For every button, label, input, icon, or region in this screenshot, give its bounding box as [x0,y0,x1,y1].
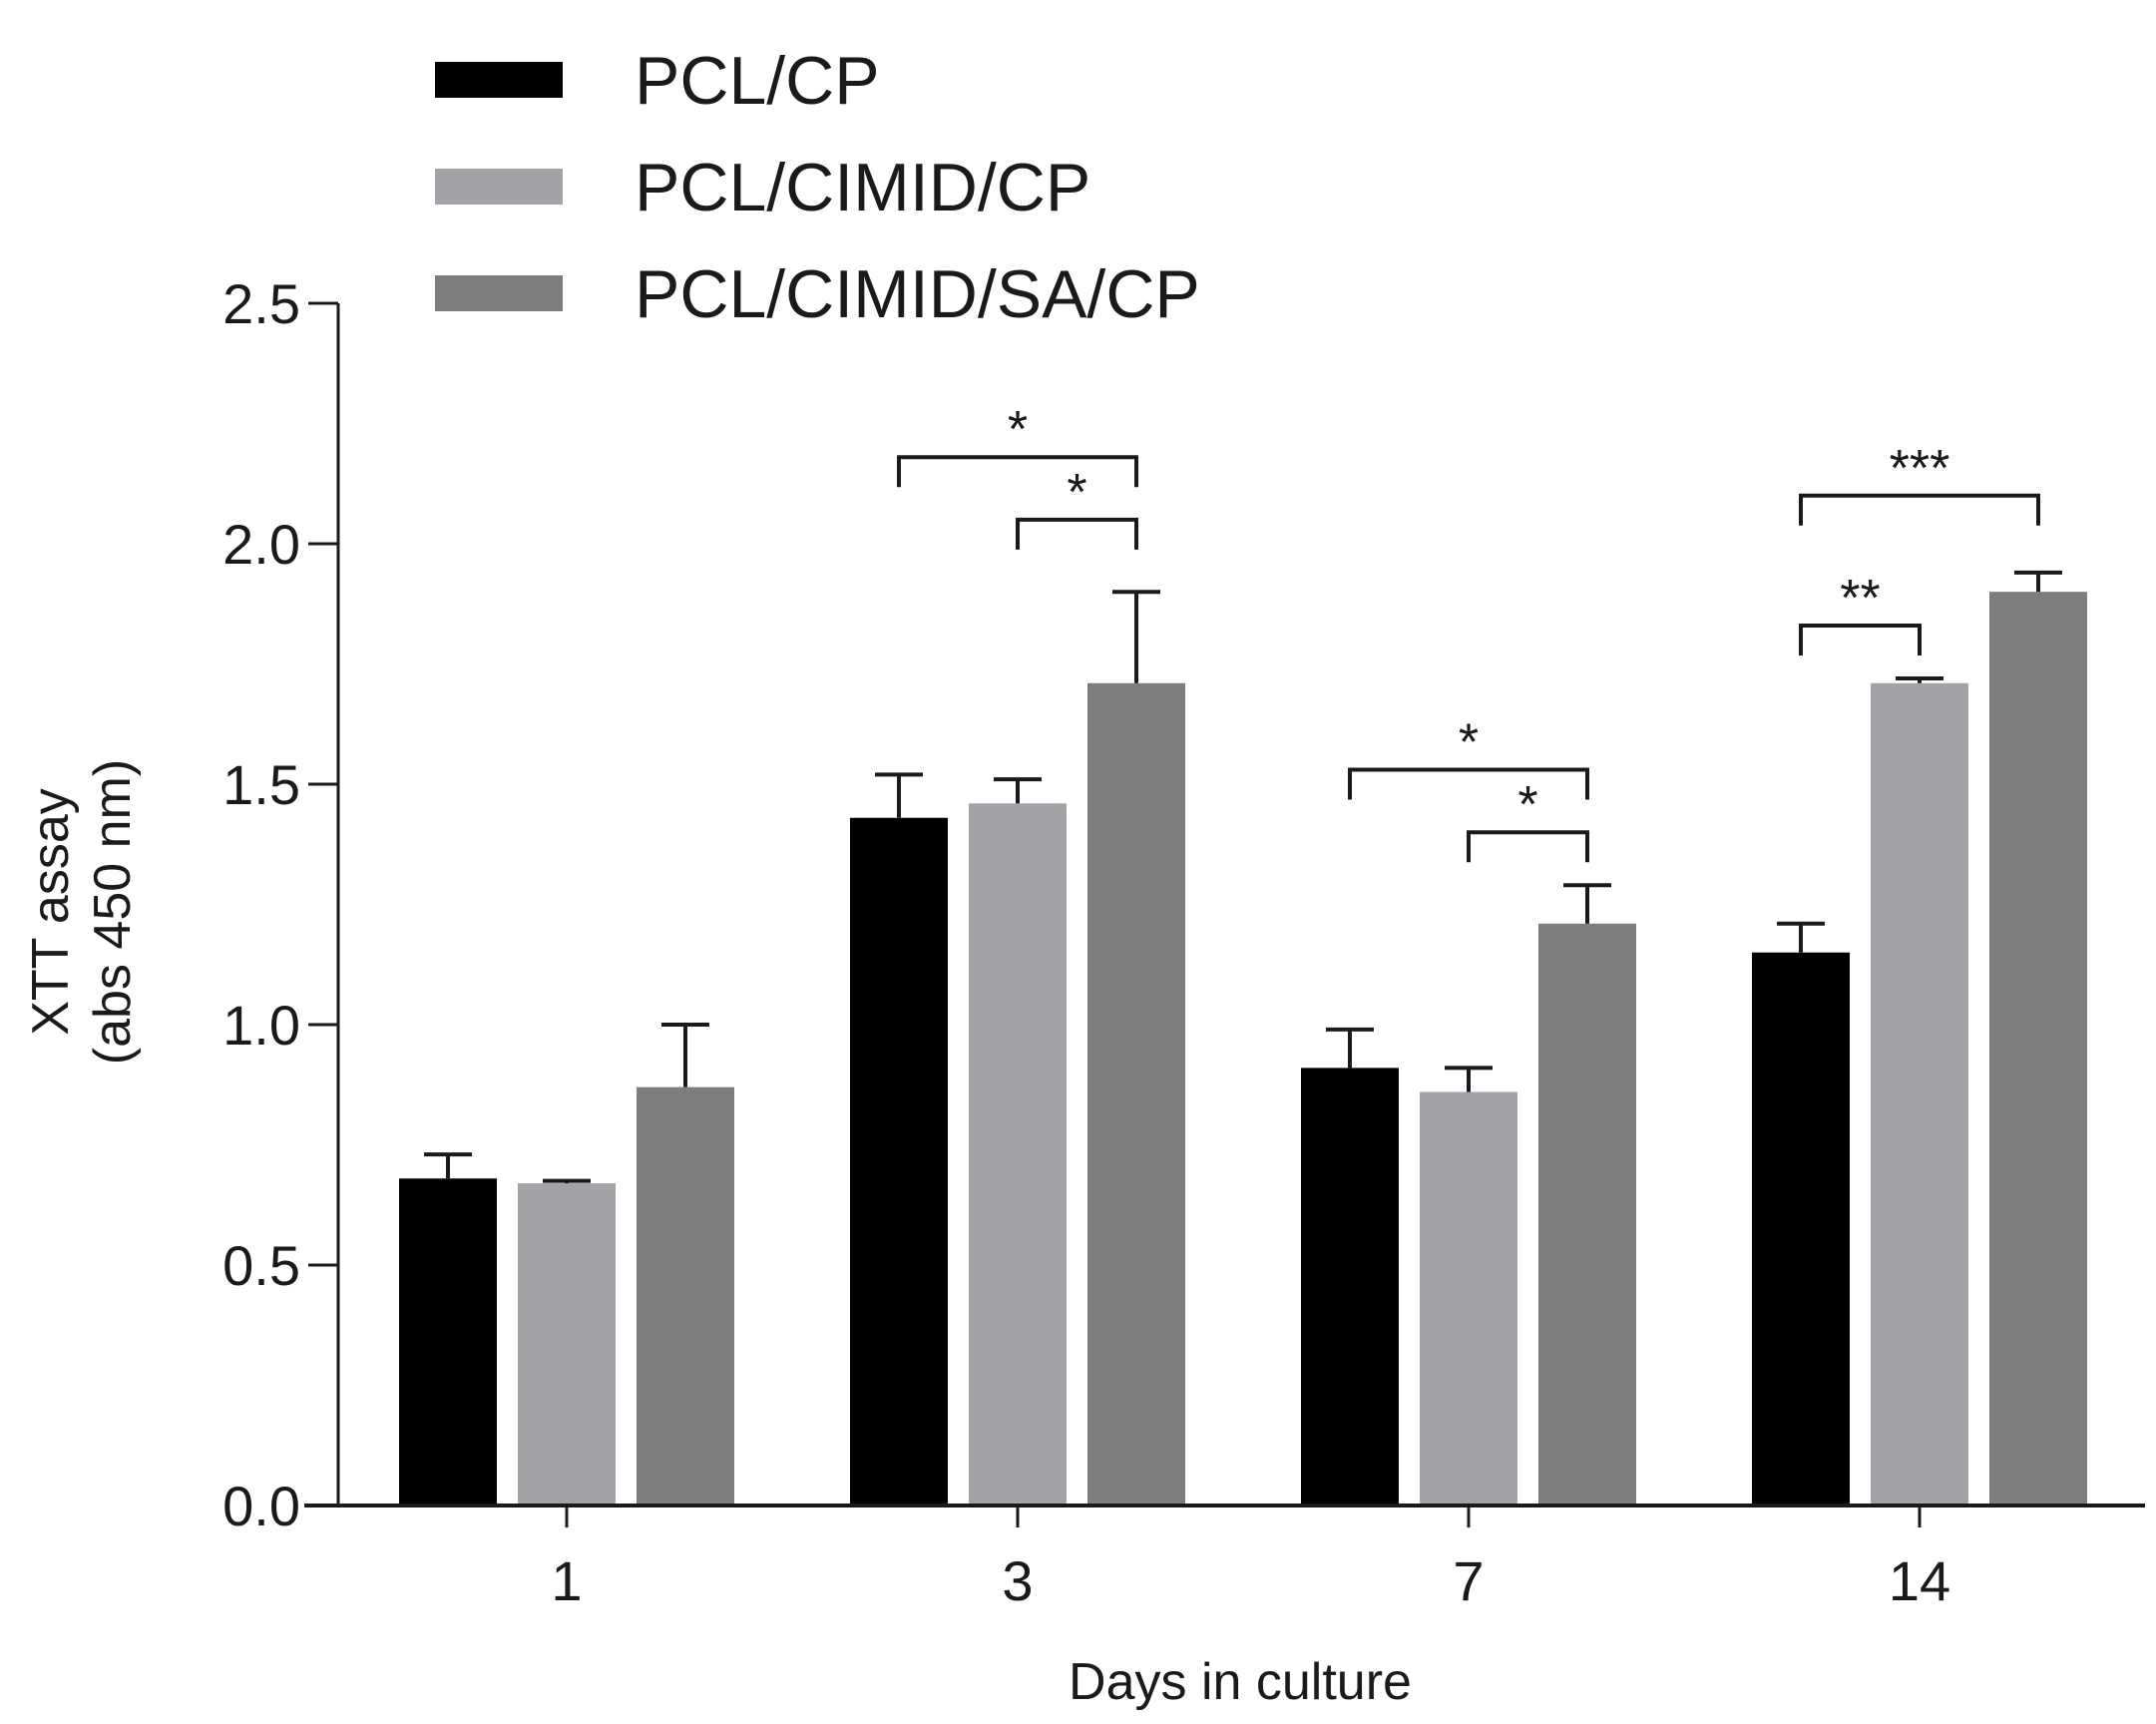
significance-label: * [1459,714,1479,772]
bar [399,1178,497,1506]
bar [518,1183,616,1506]
y-tick-label: 2.5 [222,272,300,335]
y-tick-label: 0.0 [222,1475,300,1537]
y-tick-label: 2.0 [222,513,300,576]
significance-bracket [1799,623,1922,655]
bar [1989,592,2087,1506]
x-tick-label: 1 [551,1549,582,1612]
significance-bracket [1467,830,1589,863]
legend-swatch [435,169,563,205]
x-axis: 1 3 7 14 [304,1504,2145,1612]
significance-label: * [1008,401,1028,459]
bar [1420,1091,1517,1506]
significance-label: *** [1890,440,1950,498]
bar [1301,1068,1399,1506]
bar [969,803,1067,1506]
y-tick-label: 1.5 [222,753,300,816]
legend: PCL/CP PCL/CIMID/CP PCL/CIMID/SA/CP [435,43,1200,332]
bar [850,817,948,1506]
x-tick-label: 14 [1889,1549,1950,1612]
bar [637,1086,734,1506]
significance-label: ** [1840,570,1880,628]
legend-label: PCL/CIMID/SA/CP [635,256,1200,332]
bar [1752,952,1850,1506]
x-axis-title: Days in culture [1069,1653,1412,1711]
legend-swatch [435,62,563,98]
bar [1538,923,1636,1506]
significance-label: * [1067,464,1086,522]
significance-bracket [1799,493,2040,526]
bar [1871,682,1968,1506]
bar [1087,682,1185,1506]
y-tick-label: 0.5 [222,1234,300,1297]
bars [399,570,2087,1506]
y-axis: 0.0 0.5 1.0 1.5 2.0 2.5 [222,272,340,1537]
significance-bracket [897,455,1138,488]
legend-label: PCL/CIMID/CP [635,150,1090,225]
y-axis-title-line-1: XTT assay [22,788,80,1036]
legend-label: PCL/CP [635,43,880,119]
significance-bracket [1016,517,1138,550]
legend-swatch [435,275,563,311]
x-tick-label: 3 [1002,1549,1033,1612]
significance-bracket [1348,767,1589,800]
significance-label: * [1517,776,1537,834]
significance-brackets: ********* [897,401,2040,863]
y-axis-title-line-2: (abs 450 nm) [84,759,142,1065]
x-tick-label: 7 [1453,1549,1484,1612]
y-tick-label: 1.0 [222,994,300,1057]
